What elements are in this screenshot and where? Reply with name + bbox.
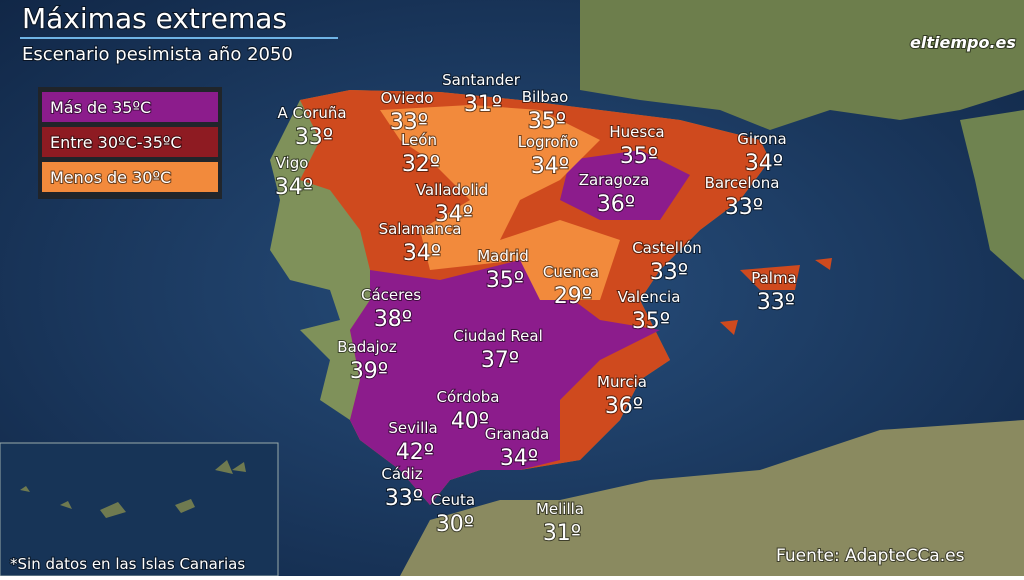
city-temp: 33º: [650, 260, 688, 285]
city-temp: 40º: [451, 409, 489, 434]
city-name: Girona: [737, 130, 787, 148]
zone-hot: [350, 260, 660, 505]
legend: Más de 35ºC Entre 30ºC-35ºC Menos de 30ºC: [38, 87, 222, 199]
city-name: Bilbao: [522, 88, 569, 106]
city-temp: 31º: [464, 92, 502, 117]
city-temp: 38º: [374, 307, 412, 332]
city-name: Cáceres: [361, 286, 421, 304]
italy: [960, 110, 1024, 280]
city-name: Valencia: [618, 288, 681, 306]
city-name: Cádiz: [381, 465, 422, 483]
city-name: Melilla: [536, 500, 584, 518]
subtitle: Escenario pesimista año 2050: [22, 44, 293, 65]
city-name: Ceuta: [431, 491, 475, 509]
city-name: Murcia: [597, 373, 647, 391]
city-name: Sevilla: [388, 419, 437, 437]
city-name: León: [401, 131, 437, 149]
island: [740, 265, 800, 290]
city-temp: 35º: [486, 268, 524, 293]
city-temp: 34º: [275, 175, 313, 200]
city-temp: 33º: [390, 110, 428, 135]
city-name: Logroño: [518, 133, 579, 151]
city-temp: 36º: [605, 394, 643, 419]
france: [580, 0, 1024, 130]
cities: A Coruña 33º Vigo 34º Oviedo 33º Santander 31º B…: [274, 70, 798, 547]
source: Fuente: AdapteCCa.es: [776, 546, 965, 566]
logo: eltiempo.es: [910, 33, 1016, 52]
city-name: Granada: [485, 425, 549, 443]
legend-label: Entre 30ºC-35ºC: [50, 133, 182, 152]
legend-swatch: [42, 127, 218, 157]
city-temp: 34º: [403, 241, 441, 266]
city-temp: 31º: [543, 521, 581, 546]
city-temp: 39º: [350, 359, 388, 384]
city-temp: 33º: [295, 125, 333, 150]
city-name: Castellón: [632, 239, 702, 257]
africa: [400, 420, 1024, 576]
city-temp: 35º: [632, 309, 670, 334]
city-name: Ciudad Real: [453, 327, 543, 345]
city-temp: 29º: [554, 284, 592, 309]
city-temp: 42º: [396, 440, 434, 465]
city-temp: 34º: [745, 151, 783, 176]
city-temp: 34º: [500, 446, 538, 471]
city-name: A Coruña: [277, 104, 346, 122]
legend-label: Menos de 30ºC: [50, 168, 171, 187]
city-name: Badajoz: [337, 338, 397, 356]
city-name: Córdoba: [437, 388, 500, 406]
city-temp: 33º: [757, 290, 795, 315]
city-name: Salamanca: [379, 220, 462, 238]
city-temp: 30º: [436, 512, 474, 537]
legend-label: Más de 35ºC: [50, 98, 151, 117]
canarias-inset: [0, 442, 279, 577]
island: [720, 258, 832, 335]
legend-swatch: [42, 92, 218, 122]
city-temp: 34º: [435, 202, 473, 227]
city-temp: 36º: [597, 192, 635, 217]
city-name: Barcelona: [705, 174, 780, 192]
city-temp: 32º: [402, 152, 440, 177]
legend-swatch: [42, 162, 218, 192]
city-temp: 35º: [528, 109, 566, 134]
city-temp: 33º: [725, 195, 763, 220]
title: Máximas extremas: [22, 2, 287, 35]
city-temp: 34º: [531, 154, 569, 179]
city-name: Valladolid: [416, 181, 488, 199]
zone-hot: [560, 150, 690, 220]
city-name: Zaragoza: [579, 171, 650, 189]
zone-mild: [380, 105, 620, 300]
footnote: *Sin datos en las Islas Canarias: [10, 555, 245, 573]
city-name: Cuenca: [543, 263, 599, 281]
city-temp: 35º: [620, 144, 658, 169]
city-name: Vigo: [276, 154, 309, 172]
city-name: Madrid: [477, 247, 529, 265]
city-name: Huesca: [609, 123, 664, 141]
city-temp: 33º: [385, 486, 423, 511]
canarias: [20, 460, 246, 518]
city-name: Oviedo: [381, 89, 434, 107]
city-name: Palma: [751, 269, 797, 287]
city-name: Santander: [442, 71, 521, 89]
city-temp: 37º: [481, 348, 519, 373]
